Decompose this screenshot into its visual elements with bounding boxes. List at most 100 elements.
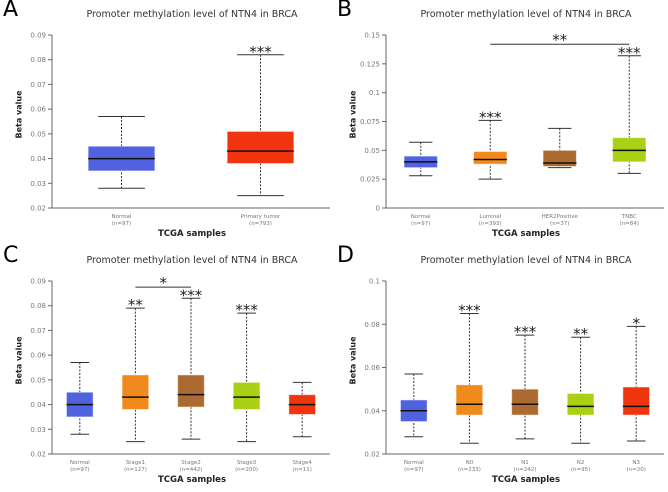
significance-label: *** [249,43,272,61]
bracket-significance-label: ** [552,31,568,49]
x-tick-label: Stage4 [292,460,312,466]
x-tick-label: Normal [112,214,132,220]
panel-b: 0 0.025 0.05 0.075 0.1 0.125 0.15 Normal (n=97) *… [334,0,668,246]
y-tick-label: 0.03 [30,180,46,188]
x-tick-label: Normal [411,214,431,220]
box-n3 [622,386,651,416]
y-tick-label: 0.09 [30,32,46,40]
box-plot: 0.020.030.040.050.060.070.080.09Normal(n… [30,32,330,227]
significance-label: *** [618,44,641,62]
x-tick-label: TNBC [621,214,637,220]
y-tick-label: 0.04 [364,407,380,415]
x-tick-label: Primary tumor [241,214,281,220]
x-tick-count: (n=442) [180,467,203,473]
x-tick-label: N3 [632,460,640,466]
x-tick-label: Normal [70,460,90,466]
x-tick-count: (n=97) [70,467,89,473]
y-tick-label: 0.1 [369,89,380,97]
x-tick-count: (n=127) [124,467,147,473]
y-tick-label: 0.06 [364,364,380,372]
box-n1 [511,388,539,416]
x-tick-label: Stage2 [181,460,200,466]
box-stage3 [232,381,261,411]
y-tick-label: 0.04 [30,155,46,163]
panel-c: 0.02 0.03 0.04 0.05 0.06 0.07 0.08 0.09 Normal (n… [0,243,334,492]
box-plot: 0 0.025 0.05 0.075 0.1 0.125 0.15 Normal(n=97) *… [360,31,664,227]
y-tick-label: 0 [376,205,380,213]
box-her2positive [542,149,577,167]
x-axis-title: TCGA samples [491,229,561,239]
y-tick-label: 0.09 [30,278,46,286]
y-tick-label: 0.04 [30,401,46,409]
x-tick-label: N2 [577,460,585,466]
y-tick-label: 0.02 [30,205,46,213]
y-tick-label: 0.125 [360,60,380,68]
box-stage2 [177,374,205,408]
box-plot: 0.020.030.040.050.060.070.080.09Normal(n… [30,274,330,473]
x-tick-count: (n=242) [514,467,537,473]
y-tick-label: 0.06 [30,352,46,360]
significance-label: ** [573,325,589,343]
x-tick-count: (n=793) [249,221,272,227]
chart-title: Promoter methylation level of NTN4 in BR… [420,255,632,266]
significance-label: *** [180,286,203,304]
x-tick-label: N0 [466,460,474,466]
y-axis-title: Beta value [348,336,358,385]
panel-d: 0.02 0.04 0.06 0.08 0.1 Normal (n=97) *** N0 (n=2… [334,243,668,492]
panel-letter: D [337,243,354,268]
significance-label: * [632,314,640,332]
x-tick-count: (n=84) [620,221,639,227]
y-tick-label: 0.08 [30,56,46,64]
x-tick-count: (n=20) [627,467,646,473]
box-plot: 0.020.040.060.080.1Normal(n=97)***N0(n=2… [364,278,664,473]
y-tick-label: 0.03 [30,426,46,434]
y-tick-label: 0.07 [30,81,46,89]
chart-title: Promoter methylation level of NTN4 in BR… [86,9,298,20]
y-tick-label: 0.08 [30,302,46,310]
x-tick-label: Luminal [479,214,501,220]
panel-letter: A [3,0,19,22]
y-tick-label: 0.075 [360,118,380,126]
significance-label: *** [235,301,258,319]
bracket-significance-label: * [159,274,167,292]
significance-label: *** [479,108,502,126]
significance-label: ** [128,296,144,314]
x-tick-count: (n=97) [112,221,131,227]
x-tick-count: (n=97) [404,467,423,473]
box-primary-tumor [226,130,295,165]
chart-title: Promoter methylation level of NTN4 in BR… [420,9,632,20]
box-luminal [473,150,508,165]
x-axis-title: TCGA samples [491,475,561,485]
panel-letter: C [3,243,19,268]
x-tick-count: (n=233) [458,467,481,473]
significance-label: *** [514,323,537,341]
x-tick-count: (n=11) [293,467,312,473]
panel-letter: B [337,0,353,22]
x-tick-label: Stage1 [126,460,145,466]
x-tick-count: (n=393) [479,221,502,227]
y-tick-label: 0.02 [364,451,380,459]
x-tick-label: HER2Positive [542,214,579,220]
box-stage1 [121,374,150,411]
x-tick-count: (n=97) [411,221,430,227]
x-tick-label: Normal [404,460,424,466]
y-tick-label: 0.15 [364,32,380,40]
x-tick-count: (n=200) [235,467,258,473]
y-tick-label: 0.05 [364,147,380,155]
y-tick-label: 0.025 [360,176,380,184]
x-axis-title: TCGA samples [157,229,227,239]
y-axis-title: Beta value [348,90,358,139]
x-tick-count: (n=95) [571,467,590,473]
y-tick-label: 0.05 [30,376,46,384]
panel-a: 0.02 0.03 0.04 0.05 0.06 0.07 0.08 0.09 Normal (n… [0,0,334,246]
y-tick-label: 0.07 [30,327,46,335]
y-tick-label: 0.1 [369,278,380,286]
chart-title: Promoter methylation level of NTN4 in BR… [86,255,298,266]
y-axis-title: Beta value [14,336,24,385]
x-tick-count: (n=37) [550,221,569,227]
significance-label: *** [458,301,481,319]
y-tick-label: 0.08 [364,321,380,329]
y-tick-label: 0.05 [30,130,46,138]
x-axis-title: TCGA samples [157,475,227,485]
